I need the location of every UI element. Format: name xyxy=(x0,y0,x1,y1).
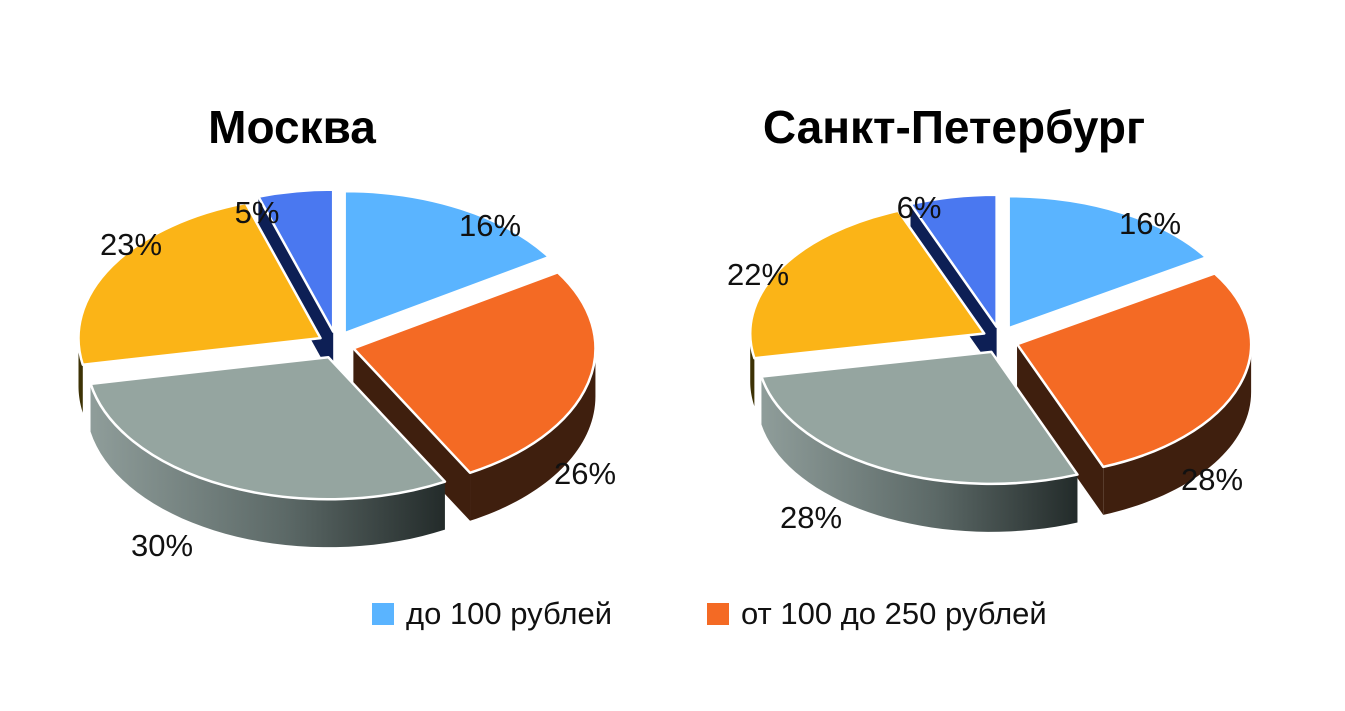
pie-chart-moscow: Москва 16% 26% 30% 23% 5% xyxy=(77,101,616,563)
data-label-moscow-blue: 5% xyxy=(235,195,280,230)
pie-slice-moscow-yellow xyxy=(77,201,322,413)
data-label-moscow-up-to-100: 16% xyxy=(459,208,521,243)
pie-slice-moscow-up-to-100 xyxy=(343,189,551,335)
data-label-moscow-grey: 30% xyxy=(131,528,193,563)
pie-slice-moscow-100-to-250 xyxy=(352,271,597,521)
data-label-spb-up-to-100: 16% xyxy=(1119,206,1181,241)
legend-label-up-to-100: до 100 рублей xyxy=(406,596,613,631)
pie-slice-moscow-grey xyxy=(89,355,447,548)
data-label-spb-grey: 28% xyxy=(780,500,842,535)
data-label-spb-yellow: 22% xyxy=(727,257,789,292)
legend: до 100 рублей от 100 до 250 рублей xyxy=(0,596,1345,636)
chart-title-moscow: Москва xyxy=(208,101,376,153)
pie-slice-spb-grey xyxy=(760,350,1079,532)
pie-chart-saint-petersburg: Санкт-Петербург 16% 28% 28% 22% 6% xyxy=(727,101,1253,535)
chart-title-saint-petersburg: Санкт-Петербург xyxy=(763,101,1145,153)
legend-item-100-to-250: от 100 до 250 рублей xyxy=(707,596,1047,632)
legend-item-up-to-100: до 100 рублей xyxy=(372,596,612,632)
pie-slice-spb-yellow xyxy=(749,209,986,407)
legend-swatch-100-to-250 xyxy=(707,603,729,625)
pie-slice-spb-up-to-100 xyxy=(1007,194,1208,330)
data-label-spb-100-to-250: 28% xyxy=(1181,462,1243,497)
legend-label-100-to-250: от 100 до 250 рублей xyxy=(741,596,1047,631)
data-label-moscow-yellow: 23% xyxy=(100,227,162,262)
data-label-moscow-100-to-250: 26% xyxy=(554,456,616,491)
data-label-spb-blue: 6% xyxy=(897,190,942,225)
legend-swatch-up-to-100 xyxy=(372,603,394,625)
pie-slice-spb-100-to-250 xyxy=(1015,272,1253,515)
